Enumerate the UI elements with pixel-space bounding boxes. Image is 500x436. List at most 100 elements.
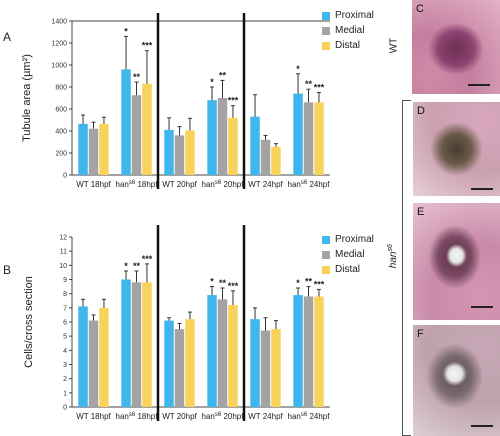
image-panel-d: D bbox=[413, 102, 500, 196]
x-tick-label: WT 20hpf bbox=[162, 412, 197, 421]
bar bbox=[142, 282, 152, 407]
bar bbox=[228, 305, 238, 407]
significance-mark: ** bbox=[133, 72, 141, 82]
x-tick-label: WT 18hpf bbox=[76, 180, 111, 189]
y-tick-label: 2 bbox=[63, 376, 67, 383]
legend-label-proximal: Proximal bbox=[335, 10, 374, 21]
panel-letter-b: B bbox=[3, 263, 12, 277]
significance-mark: ** bbox=[219, 70, 227, 80]
legend-swatch-distal bbox=[322, 265, 330, 274]
scale-bar bbox=[471, 425, 493, 427]
y-tick-label: 1 bbox=[63, 390, 67, 397]
bar bbox=[207, 295, 217, 407]
bar bbox=[131, 282, 142, 407]
bar bbox=[88, 128, 99, 175]
legend-a: Proximal Medial Distal bbox=[322, 8, 374, 53]
legend-item-proximal: Proximal bbox=[322, 8, 374, 23]
y-tick-label: 8 bbox=[63, 291, 67, 298]
bar bbox=[314, 296, 324, 407]
y-tick-label: 4 bbox=[63, 348, 67, 355]
image-letter-c: C bbox=[416, 3, 424, 15]
y-tick-label: 400 bbox=[55, 129, 67, 136]
bar bbox=[174, 329, 185, 407]
bar bbox=[164, 129, 174, 175]
bar bbox=[271, 329, 281, 407]
legend-item-distal: Distal bbox=[322, 262, 374, 277]
significance-mark: ** bbox=[305, 79, 313, 89]
y-tick-label: 5 bbox=[63, 334, 67, 341]
bar bbox=[99, 307, 109, 407]
significance-mark: *** bbox=[228, 96, 239, 106]
y-tick-label: 600 bbox=[55, 107, 67, 114]
significance-mark: * bbox=[210, 77, 214, 87]
bar bbox=[217, 98, 228, 175]
image-letter-d: D bbox=[417, 105, 425, 117]
significance-mark: ** bbox=[133, 261, 141, 271]
bar bbox=[207, 100, 217, 175]
y-tick-label: 11 bbox=[60, 249, 67, 256]
bar bbox=[99, 123, 109, 175]
mutant-label-sup: s6 bbox=[386, 244, 394, 252]
significance-mark: * bbox=[124, 26, 128, 36]
image-letter-e: E bbox=[417, 206, 425, 218]
bar bbox=[271, 146, 281, 175]
legend-item-medial: Medial bbox=[322, 23, 374, 38]
legend-label-distal: Distal bbox=[335, 40, 361, 51]
bar bbox=[121, 69, 131, 175]
x-tick-label: hans6 24hpf bbox=[288, 180, 331, 189]
scale-bar bbox=[471, 306, 493, 308]
bar bbox=[303, 296, 314, 407]
x-tick-label: WT 20hpf bbox=[162, 180, 197, 189]
y-tick-label: 0 bbox=[63, 405, 67, 412]
y-tick-label: 9 bbox=[63, 277, 67, 284]
y-axis-label: Cells/cross section bbox=[23, 276, 35, 368]
significance-mark: ** bbox=[219, 278, 227, 288]
x-tick-label: WT 24hpf bbox=[248, 412, 283, 421]
x-tick-label: hans6 24hpf bbox=[288, 412, 331, 421]
y-tick-label: 12 bbox=[59, 235, 67, 242]
chart-area-tubule: 0 200 400 600 800 1000 1200 1400 Tubule area (µm… bbox=[21, 13, 331, 189]
bar bbox=[142, 83, 152, 175]
significance-mark: * bbox=[124, 261, 128, 271]
bar bbox=[303, 102, 314, 175]
y-tick-label: 3 bbox=[63, 362, 67, 369]
bar bbox=[217, 299, 228, 407]
significance-mark: *** bbox=[314, 83, 325, 93]
panel-letter-a: A bbox=[3, 30, 12, 44]
bar bbox=[293, 93, 303, 175]
y-tick-label: 1200 bbox=[51, 41, 67, 48]
mutant-bracket bbox=[402, 100, 411, 436]
y-tick-label: 800 bbox=[55, 85, 67, 92]
bar bbox=[78, 123, 88, 175]
bar bbox=[293, 295, 303, 407]
significance-mark: * bbox=[296, 278, 300, 288]
y-tick-label: 6 bbox=[63, 320, 67, 327]
y-tick-label: 7 bbox=[63, 305, 67, 312]
x-tick-label: hans6 20hpf bbox=[202, 180, 245, 189]
legend-b: Proximal Medial Distal bbox=[322, 232, 374, 277]
legend-swatch-proximal bbox=[322, 11, 330, 20]
significance-mark: *** bbox=[142, 254, 153, 264]
image-panel-e: E bbox=[413, 203, 500, 320]
legend-label-medial: Medial bbox=[335, 249, 365, 260]
significance-mark: * bbox=[210, 277, 214, 287]
bar bbox=[228, 117, 238, 175]
x-tick-label: WT 18hpf bbox=[76, 412, 111, 421]
significance-mark: *** bbox=[314, 279, 325, 289]
scale-bar bbox=[468, 84, 490, 86]
x-tick-label: WT 24hpf bbox=[248, 180, 283, 189]
bar bbox=[185, 319, 195, 407]
y-tick-label: 200 bbox=[55, 151, 67, 158]
legend-swatch-proximal bbox=[322, 235, 330, 244]
legend-item-distal: Distal bbox=[322, 38, 374, 53]
bar bbox=[88, 320, 99, 407]
bar bbox=[260, 330, 271, 407]
legend-swatch-distal bbox=[322, 41, 330, 50]
legend-swatch-medial bbox=[322, 250, 330, 259]
legend-label-distal: Distal bbox=[335, 264, 361, 275]
y-tick-label: 1400 bbox=[51, 19, 67, 26]
mutant-label-text: han bbox=[388, 251, 400, 269]
legend-item-proximal: Proximal bbox=[322, 232, 374, 247]
